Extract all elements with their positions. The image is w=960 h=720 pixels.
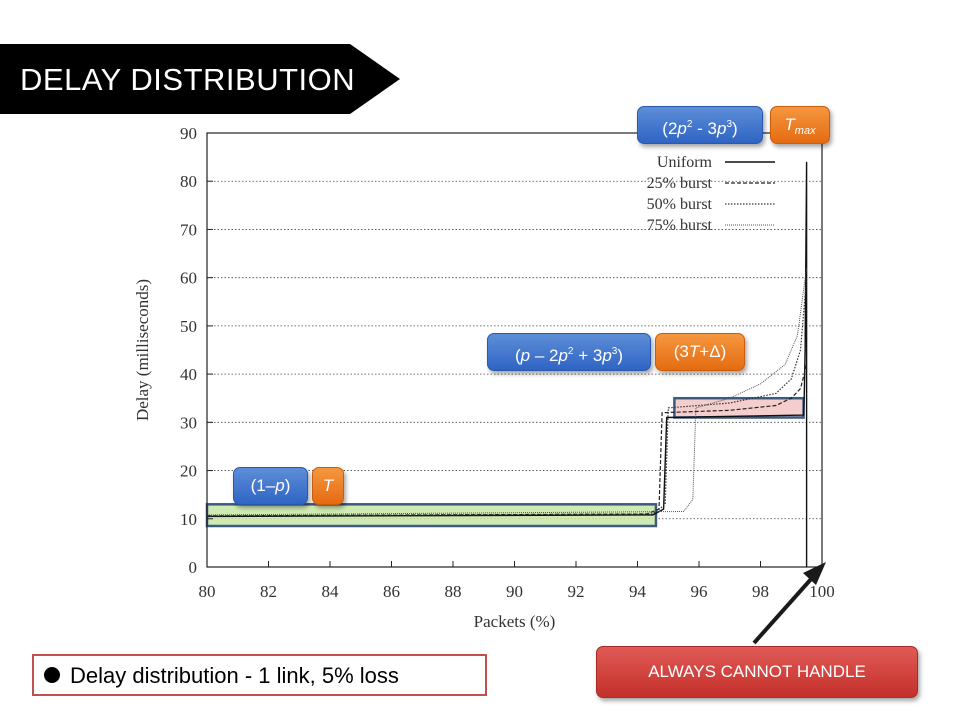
always-cannot-handle-button[interactable]: ALWAYS CANNOT HANDLE: [596, 646, 918, 698]
legend-layer: Uniform 25% burst 50% burst 75% burst: [647, 154, 775, 234]
callout-arrow: [752, 576, 814, 645]
tmax-badge: Tmax: [770, 106, 830, 144]
y-tick-label: 30: [180, 413, 197, 432]
x-tick-label: 98: [752, 582, 769, 601]
y-tick-label: 40: [180, 365, 197, 384]
series-line-75-burst: [206, 267, 808, 516]
legend-label: Uniform: [657, 154, 713, 171]
x-tick-label: 100: [809, 582, 835, 601]
x-tick-label: 80: [199, 582, 216, 601]
x-tick-label: 94: [629, 582, 647, 601]
region-layer: [205, 396, 805, 528]
y-tick-label: 0: [189, 558, 198, 577]
prob-badge-mid: (p – 2p2 + 3p3): [487, 333, 651, 371]
axis-layer: 80 82 84 86 88 90 92 94 96 98 100 0 10 20 30 40 50 60 70 80…: [133, 124, 835, 631]
x-axis-label: Packets (%): [474, 612, 556, 631]
arrow-layer: [752, 562, 826, 645]
y-tick-label: 80: [180, 172, 197, 191]
x-tick-label: 82: [260, 582, 277, 601]
x-tick-label: 86: [383, 582, 400, 601]
bullet-icon: [44, 667, 60, 683]
prob-badge-low: (1–p): [233, 467, 308, 505]
slide-title: DELAY DISTRIBUTION: [20, 62, 356, 97]
legend-label: 25% burst: [647, 175, 713, 192]
x-tick-label: 84: [322, 582, 340, 601]
x-tick-label: 90: [506, 582, 523, 601]
series-layer: [206, 161, 808, 567]
y-tick-label: 10: [180, 510, 197, 529]
y-tick-label: 50: [180, 317, 197, 336]
title-banner: DELAY DISTRIBUTION: [0, 44, 400, 114]
series-line-uniform: [206, 161, 808, 567]
y-tick-label: 20: [180, 462, 197, 481]
callout-arrowhead: [803, 562, 826, 585]
series-line-25-burst: [206, 364, 808, 517]
y-tick-label: 60: [180, 269, 197, 288]
x-tick-label: 96: [691, 582, 708, 601]
y-tick-label: 70: [180, 220, 197, 239]
y-tick-label: 90: [180, 124, 197, 143]
caption-box: Delay distribution - 1 link, 5% loss: [32, 654, 487, 696]
legend-label: 50% burst: [647, 196, 713, 213]
delay-badge-mid: (3T+Δ): [655, 333, 745, 371]
legend-label: 75% burst: [647, 217, 713, 234]
x-tick-label: 88: [445, 582, 462, 601]
y-axis-label: Delay (milliseconds): [133, 279, 152, 421]
caption-text: Delay distribution - 1 link, 5% loss: [70, 663, 399, 688]
x-tick-label: 92: [568, 582, 585, 601]
delay-badge-low: T: [312, 467, 344, 505]
series-line-50-burst: [206, 277, 808, 517]
prob-badge-high: (2p2 - 3p3): [637, 106, 763, 144]
